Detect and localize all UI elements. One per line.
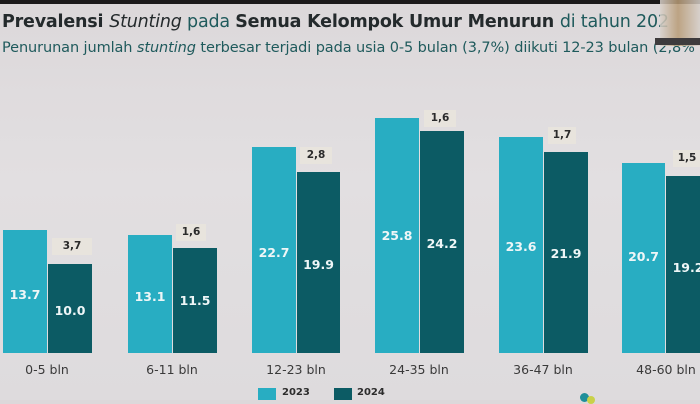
bar-2023-6-11: 13.1 bbox=[128, 235, 172, 353]
decrease-label: 3,7 bbox=[52, 238, 92, 255]
chart-title: Prevalensi Stunting pada Semua Kelompok … bbox=[2, 12, 669, 32]
bar-2023-12-23: 22.7 bbox=[252, 147, 296, 353]
bar-value: 24.2 bbox=[426, 236, 458, 251]
bar-value: 11.5 bbox=[179, 293, 211, 308]
logo-dot-icon bbox=[587, 396, 595, 404]
overlay-badge bbox=[655, 38, 700, 45]
bar-2024-36-47: 21.9 bbox=[544, 152, 588, 353]
bar-value: 25.8 bbox=[381, 228, 413, 243]
bar-value: 13.7 bbox=[9, 287, 41, 302]
decrease-label: 1,6 bbox=[176, 224, 206, 241]
bar-2023-48-60: 20.7 bbox=[622, 163, 665, 353]
bar-value: 21.9 bbox=[550, 246, 582, 261]
legend-swatch-2023 bbox=[258, 388, 276, 400]
decrease-label: 1,7 bbox=[548, 127, 576, 144]
logo-dot-icon bbox=[580, 393, 589, 402]
category-label: 6-11 bln bbox=[146, 362, 198, 377]
bar-2024-48-60: 19.2 bbox=[666, 176, 700, 353]
decrease-label: 1,5 bbox=[673, 150, 700, 167]
bar-2024-0-5: 10.0 bbox=[48, 264, 92, 353]
bar-2024-24-35: 24.2 bbox=[420, 131, 464, 353]
bar-value: 13.1 bbox=[134, 289, 166, 304]
bar-2024-6-11: 11.5 bbox=[173, 248, 217, 353]
bar-value: 19.9 bbox=[303, 257, 334, 272]
bar-value: 23.6 bbox=[505, 239, 537, 254]
title-text: pada bbox=[181, 12, 236, 32]
category-label: 24-35 bln bbox=[389, 362, 449, 377]
bar-value: 22.7 bbox=[258, 245, 290, 260]
title-text: Semua Kelompok Umur Menurun bbox=[235, 12, 560, 32]
bar-2023-0-5: 13.7 bbox=[3, 230, 47, 353]
bar-2023-36-47: 23.6 bbox=[499, 137, 543, 353]
subtitle-text: terbesar terjadi pada usia 0-5 bulan (3,… bbox=[195, 40, 695, 56]
legend-swatch-2024 bbox=[334, 388, 352, 400]
category-label: 0-5 bln bbox=[25, 362, 69, 377]
decrease-label: 2,8 bbox=[300, 147, 332, 164]
bar-value: 10.0 bbox=[54, 303, 86, 318]
category-label: 36-47 bln bbox=[513, 362, 573, 377]
subtitle-italic: stunting bbox=[136, 40, 196, 56]
chart-subtitle: Penurunan jumlah stunting terbesar terja… bbox=[2, 40, 695, 56]
bar-2023-24-35: 25.8 bbox=[375, 118, 419, 353]
legend-label-2023: 2023 bbox=[282, 387, 310, 398]
bar-value: 20.7 bbox=[628, 249, 659, 264]
legend-label-2024: 2024 bbox=[357, 387, 385, 398]
bar-value: 19.2 bbox=[672, 260, 700, 275]
title-text: di tahun 202 bbox=[559, 12, 669, 32]
subtitle-text: Penurunan jumlah bbox=[2, 40, 137, 56]
category-label: 48-60 bln bbox=[636, 362, 696, 377]
title-text: Prevalensi bbox=[2, 12, 110, 32]
category-label: 12-23 bln bbox=[266, 362, 326, 377]
decrease-label: 1,6 bbox=[424, 110, 456, 127]
top-border bbox=[0, 0, 700, 4]
title-italic: Stunting bbox=[109, 12, 182, 32]
bar-2024-12-23: 19.9 bbox=[297, 172, 340, 353]
